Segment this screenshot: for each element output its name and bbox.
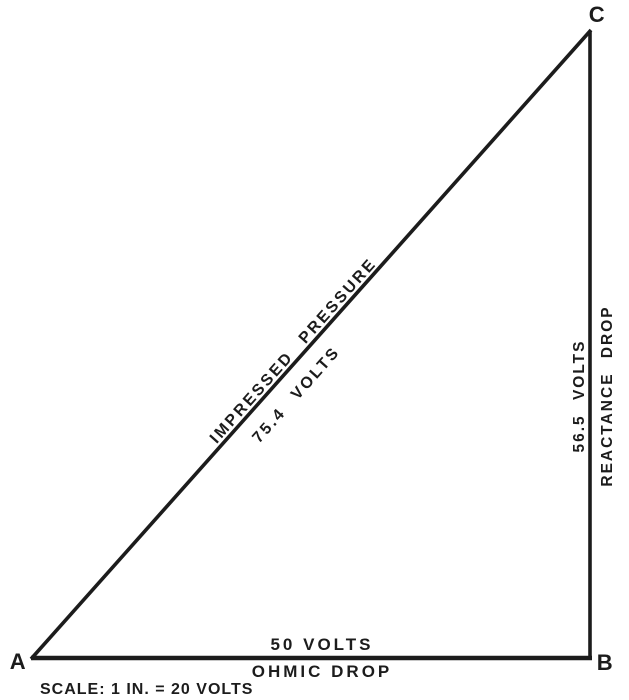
base-name-label: OHMIC DROP xyxy=(252,662,393,681)
hypotenuse-line-ac xyxy=(29,28,593,661)
vertex-label-c: C xyxy=(589,2,605,27)
vertex-label-b: B xyxy=(597,650,613,675)
scale-note: SCALE: 1 IN. = 20 VOLTS xyxy=(40,681,253,698)
base-value-label: 50 VOLTS xyxy=(270,635,373,654)
vertex-label-a: A xyxy=(10,649,26,674)
hypotenuse-name-label: IMPRESSED PRESSURE xyxy=(207,255,380,447)
vertical-name-label: REACTANCE DROP xyxy=(599,305,616,486)
vertical-value-label: 56.5 VOLTS xyxy=(571,340,588,453)
